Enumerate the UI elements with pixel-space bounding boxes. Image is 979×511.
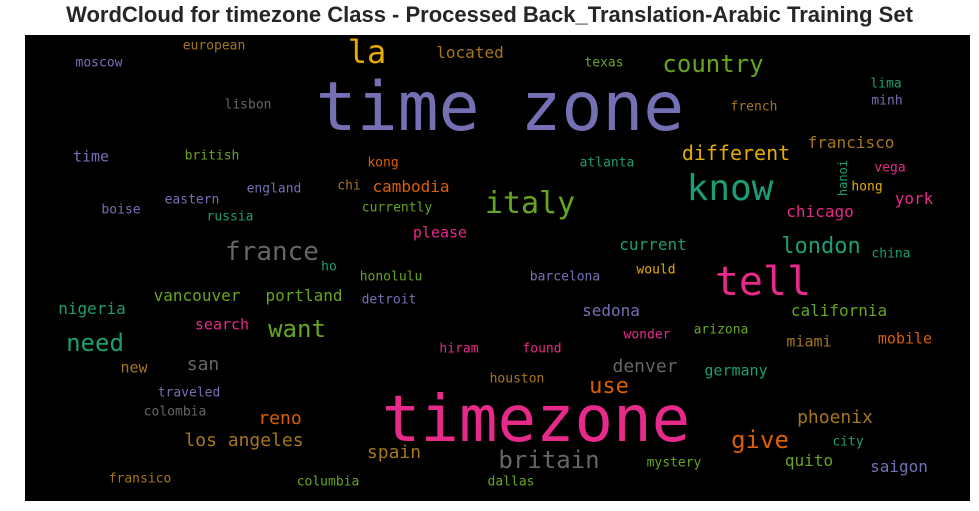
word-honolulu: honolulu	[359, 269, 423, 285]
word-cambodia: cambodia	[372, 177, 450, 196]
word-need: need	[66, 329, 124, 357]
word-texas: texas	[584, 55, 624, 71]
word-mystery: mystery	[646, 455, 702, 471]
word-currently: currently	[361, 200, 433, 216]
word-phoenix: phoenix	[797, 407, 873, 428]
word-wonder: wonder	[623, 327, 671, 343]
word-russia: russia	[206, 209, 254, 225]
word-york: york	[894, 189, 934, 208]
word-chicago: chicago	[786, 202, 854, 221]
word-denver: denver	[612, 356, 678, 377]
word-china: china	[871, 246, 911, 262]
word-hiram: hiram	[439, 341, 479, 357]
word-use: use	[589, 374, 629, 399]
word-new: new	[120, 358, 148, 377]
word-los-angeles: los angeles	[184, 430, 304, 451]
word-spain: spain	[366, 442, 422, 463]
word-atlanta: atlanta	[579, 155, 635, 171]
word-vancouver: vancouver	[153, 286, 241, 305]
word-france: france	[225, 237, 319, 267]
word-london: london	[781, 234, 861, 259]
word-time: time	[72, 147, 110, 166]
word-la: la	[347, 33, 387, 71]
word-hanoi: hanoi	[836, 159, 850, 197]
word-britain: britain	[498, 446, 600, 474]
word-california: california	[790, 301, 888, 320]
word-england: england	[246, 181, 302, 197]
word-fransico: fransico	[108, 471, 172, 487]
word-quito: quito	[784, 451, 834, 470]
word-different: different	[681, 141, 791, 165]
word-houston: houston	[489, 371, 545, 387]
word-mobile: mobile	[877, 329, 933, 348]
word-british: british	[184, 148, 240, 164]
word-dallas: dallas	[487, 474, 535, 490]
word-columbia: columbia	[296, 474, 360, 490]
word-nigeria: nigeria	[58, 299, 126, 318]
word-found: found	[522, 341, 562, 357]
word-european: european	[182, 38, 246, 54]
word-vega: vega	[874, 160, 906, 176]
word-tell: tell	[714, 259, 812, 305]
word-give: give	[731, 426, 789, 454]
word-san: san	[186, 354, 220, 375]
word-francisco: francisco	[807, 133, 895, 152]
word-located: located	[436, 43, 504, 62]
word-time-zone: time zone	[315, 68, 685, 147]
word-city: city	[832, 434, 864, 450]
word-lisbon: lisbon	[224, 97, 272, 113]
word-italy: italy	[484, 186, 576, 221]
word-kong: kong	[367, 155, 399, 171]
chart-title: WordCloud for timezone Class - Processed…	[66, 2, 913, 27]
word-minh: minh	[871, 93, 903, 109]
word-please: please	[412, 223, 468, 242]
word-timezone: timezone	[381, 383, 691, 457]
word-eastern: eastern	[164, 192, 220, 208]
word-miami: miami	[786, 332, 832, 351]
word-sedona: sedona	[582, 301, 640, 320]
word-barcelona: barcelona	[529, 269, 601, 285]
word-germany: germany	[704, 361, 768, 380]
word-country: country	[662, 50, 764, 78]
word-saigon: saigon	[870, 457, 928, 476]
word-current: current	[619, 235, 687, 254]
word-traveled: traveled	[157, 385, 221, 401]
word-moscow: moscow	[75, 55, 123, 71]
word-reno: reno	[258, 408, 302, 429]
word-ho: ho	[321, 259, 337, 275]
word-portland: portland	[265, 286, 343, 305]
word-detroit: detroit	[361, 292, 417, 308]
word-arizona: arizona	[693, 322, 749, 338]
word-hong: hong	[851, 179, 883, 195]
word-know: know	[686, 168, 774, 209]
word-lima: lima	[870, 76, 902, 92]
word-want: want	[268, 315, 326, 343]
word-would: would	[636, 262, 676, 278]
word-boise: boise	[101, 202, 141, 218]
word-colombia: colombia	[143, 404, 207, 420]
word-cloud-canvas: time zone timezone tell know italy la country f…	[25, 35, 970, 501]
word-chi: chi	[337, 178, 361, 194]
word-search: search	[194, 315, 250, 334]
word-french: french	[730, 99, 778, 115]
